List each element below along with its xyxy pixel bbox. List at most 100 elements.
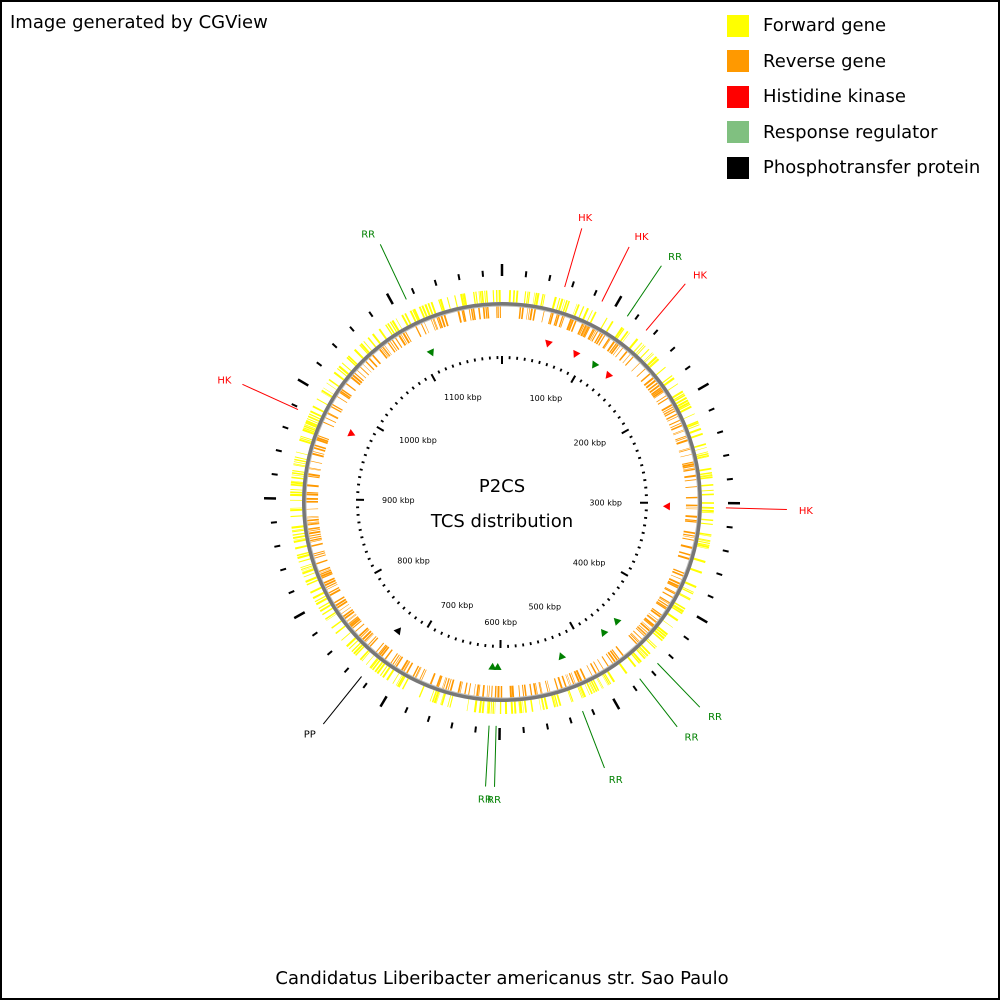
forward-gene-block — [307, 415, 320, 422]
scale-minor-tick — [362, 543, 366, 546]
reverse-gene-block — [601, 656, 609, 667]
reverse-gene-block — [378, 348, 388, 359]
reverse-gene-block — [368, 357, 378, 368]
outer-minor-tick — [524, 271, 528, 278]
forward-gene-block — [689, 427, 702, 434]
forward-gene-block — [389, 321, 398, 333]
reverse-gene-block — [605, 653, 614, 664]
forward-gene-block — [691, 432, 704, 439]
forward-gene-block — [351, 642, 361, 653]
legend-swatch-histidine-kinase — [727, 85, 749, 108]
reverse-gene-block — [577, 323, 584, 335]
scale-minor-tick — [641, 531, 645, 535]
forward-gene-block — [353, 348, 364, 359]
forward-gene-block — [640, 348, 650, 359]
outer-minor-tick — [684, 365, 691, 371]
reverse-gene-block — [367, 636, 377, 646]
forward-gene-block — [382, 666, 391, 678]
scale-minor-tick — [632, 442, 636, 446]
forward-gene-block — [673, 393, 685, 401]
outer-minor-tick — [652, 329, 659, 336]
forward-gene-block — [672, 390, 684, 399]
feature-callout-line — [657, 662, 701, 708]
outer-minor-tick — [343, 667, 350, 674]
scale-minor-tick — [559, 368, 563, 372]
scale-minor-tick — [597, 393, 601, 397]
forward-gene-block — [310, 410, 322, 418]
reverse-gene-block — [668, 419, 681, 426]
forward-gene-block — [359, 650, 370, 661]
forward-gene-block — [678, 401, 690, 410]
forward-gene-block — [421, 305, 428, 318]
scale-minor-tick — [545, 362, 549, 367]
forward-gene-block — [346, 637, 357, 648]
scale-minor-tick — [384, 413, 389, 417]
scale-major-tick — [374, 568, 383, 575]
scale-minor-tick — [578, 622, 582, 626]
scale-minor-tick — [628, 566, 633, 570]
scale-minor-tick — [585, 383, 589, 388]
reverse-gene-block — [336, 600, 348, 609]
reverse-gene-block — [395, 656, 404, 668]
outer-minor-tick — [707, 594, 714, 599]
feature-label: HK — [693, 271, 708, 282]
scale-minor-tick — [396, 601, 401, 605]
outer-minor-tick — [651, 670, 657, 677]
scale-minor-tick — [607, 403, 612, 408]
forward-gene-block — [656, 366, 666, 376]
scale-minor-tick — [458, 362, 462, 366]
reverse-gene-block — [666, 413, 678, 420]
feature-callout-line — [242, 383, 299, 410]
scale-minor-tick — [640, 463, 644, 467]
forward-gene-block — [602, 674, 610, 686]
forward-gene-block — [315, 597, 328, 606]
outer-minor-tick — [326, 650, 333, 656]
forward-gene-block — [646, 639, 656, 649]
forward-gene-block — [341, 632, 351, 641]
forward-gene-block — [573, 304, 580, 316]
reverse-gene-block — [321, 572, 333, 579]
forward-gene-block — [409, 310, 417, 322]
reverse-gene-block — [390, 653, 398, 664]
reverse-gene-block — [640, 373, 651, 383]
outer-minor-tick — [426, 715, 431, 723]
reverse-gene-block — [340, 390, 351, 399]
forward-gene-block — [318, 602, 330, 610]
scale-minor-tick — [405, 391, 409, 395]
feature-label: RR — [708, 712, 722, 723]
reverse-gene-block — [429, 673, 436, 685]
scale-tick-label: 600 kbp — [484, 618, 517, 627]
forward-gene-block — [648, 358, 659, 368]
forward-gene-block — [578, 306, 585, 318]
reverse-gene-block — [647, 614, 658, 623]
forward-gene-block — [355, 646, 365, 656]
reverse-gene-block — [580, 324, 587, 337]
scale-minor-tick — [451, 364, 455, 368]
reverse-gene-block — [354, 372, 364, 382]
feature-callout-line — [564, 228, 583, 288]
scale-minor-tick — [544, 638, 547, 642]
reverse-gene-block — [609, 342, 618, 354]
scale-minor-tick — [411, 386, 415, 390]
outer-minor-tick — [280, 567, 287, 572]
reverse-gene-block — [350, 618, 361, 628]
reverse-gene-block — [662, 591, 674, 599]
forward-gene-block — [605, 320, 614, 332]
forward-gene-block — [322, 607, 333, 616]
reverse-gene-block — [443, 314, 449, 327]
forward-gene-block — [582, 307, 590, 320]
reverse-gene-block — [635, 627, 646, 637]
scale-major-tick — [426, 620, 433, 629]
forward-gene-block — [341, 362, 352, 372]
feature-label: RR — [361, 229, 375, 240]
feature-triangle — [393, 627, 402, 636]
forward-gene-block — [335, 625, 346, 635]
outer-major-tick — [696, 615, 708, 624]
forward-gene-block — [374, 661, 384, 673]
scale-minor-tick — [372, 432, 377, 436]
reverse-gene-block — [378, 644, 387, 655]
scale-minor-tick — [382, 583, 386, 587]
legend: Forward gene Reverse gene Histidine kina… — [727, 8, 980, 186]
forward-gene-block — [674, 394, 686, 402]
forward-gene-block — [347, 355, 358, 365]
